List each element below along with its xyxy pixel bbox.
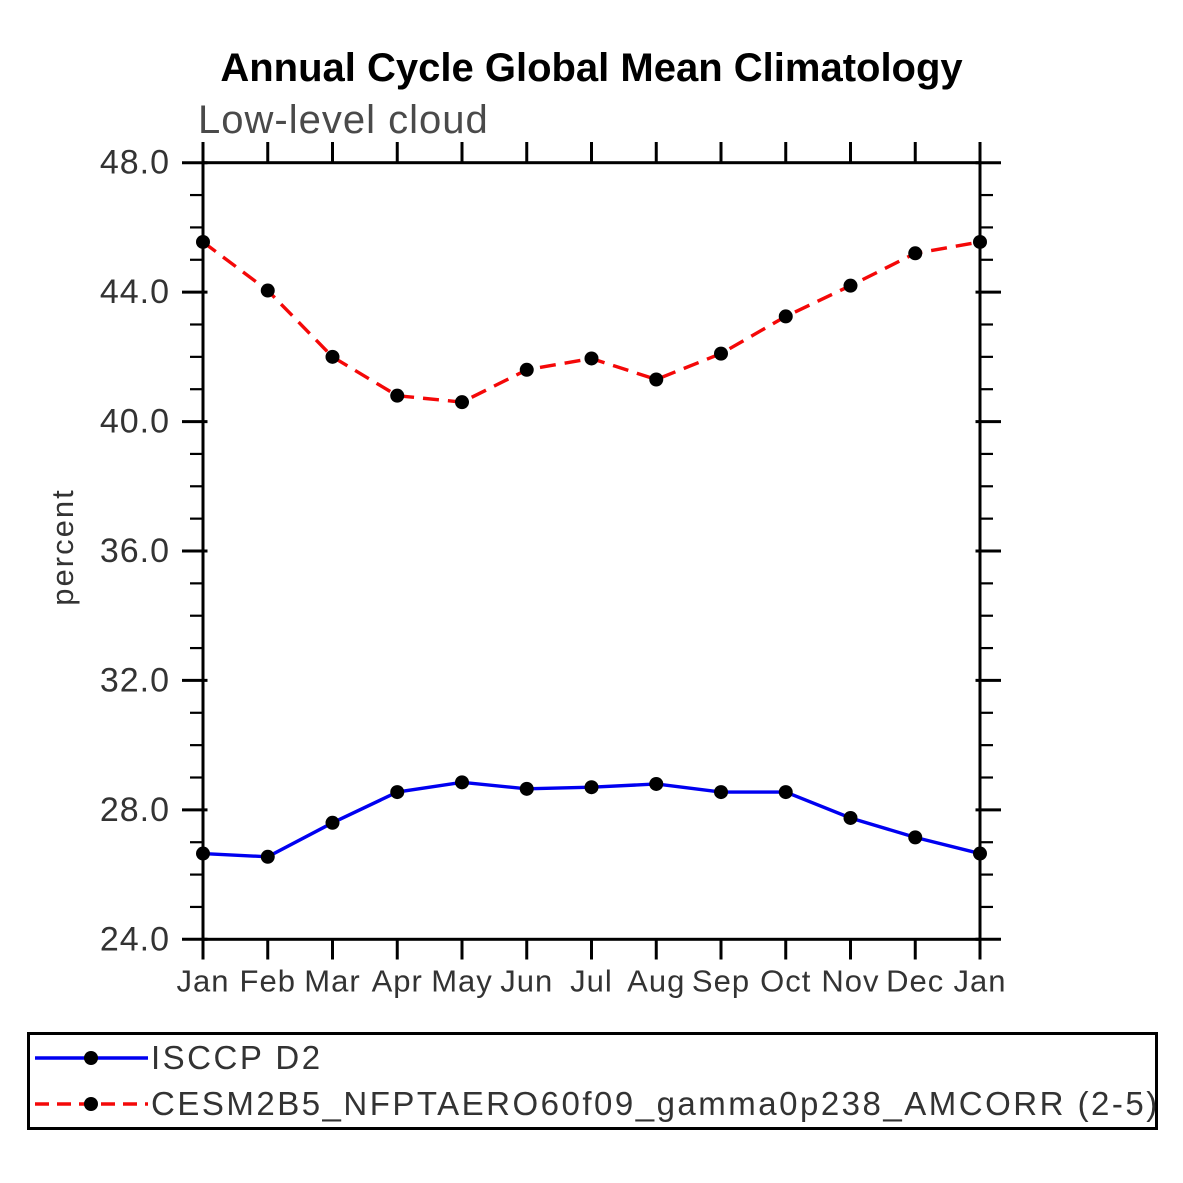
data-point-marker xyxy=(260,849,275,864)
x-tick-labels: Jan Feb Mar Apr May Jun Jul Aug Sep Oct Nov Dec Jan xyxy=(177,964,1007,999)
data-point-marker xyxy=(260,283,275,298)
y-tick-label: 36.0 xyxy=(100,532,170,570)
data-point-marker xyxy=(649,776,664,791)
legend-sample-dashed-line xyxy=(35,1095,149,1113)
legend-box: ISCCP D2 CESM2B5_NFPTAERO60f09_gamma0p23… xyxy=(27,1032,1158,1130)
y-tick-label: 40.0 xyxy=(100,403,170,441)
data-point-marker xyxy=(390,785,405,800)
data-point-marker xyxy=(908,246,923,261)
data-point-marker xyxy=(390,388,405,403)
data-point-marker xyxy=(778,309,793,324)
x-tick-label: Nov xyxy=(821,964,879,999)
data-point-marker xyxy=(325,349,340,364)
data-point-marker xyxy=(584,780,599,795)
plot-area: 24.0 28.0 32.0 36.0 40.0 44.0 48.0 Jan Feb Mar Apr… xyxy=(100,142,1007,999)
y-tick-label: 32.0 xyxy=(100,661,170,699)
series-line-cesm xyxy=(201,240,981,404)
series-markers-cesm xyxy=(196,234,987,410)
chart-subtitle: Low-level cloud xyxy=(198,98,489,142)
x-tick-label: Dec xyxy=(886,964,944,999)
x-tick-label: Jan xyxy=(177,964,230,999)
data-point-marker xyxy=(973,846,987,861)
x-tick-label: Feb xyxy=(240,964,296,999)
legend-label-cesm: CESM2B5_NFPTAERO60f09_gamma0p238_AMCORR … xyxy=(151,1085,1160,1122)
data-point-marker xyxy=(196,234,210,249)
data-point-marker xyxy=(196,846,210,861)
y-tick-label: 28.0 xyxy=(100,791,170,829)
data-point-marker xyxy=(714,346,728,361)
data-point-marker xyxy=(778,785,793,800)
data-point-marker xyxy=(843,278,858,293)
x-tick-label: Sep xyxy=(692,964,750,999)
x-axis-bottom-ticks xyxy=(201,939,982,960)
chart-title: Annual Cycle Global Mean Climatology xyxy=(220,46,963,90)
data-point-marker xyxy=(908,830,923,845)
plot-frame xyxy=(201,161,982,941)
data-point-marker xyxy=(519,362,534,377)
legend-sample-svg xyxy=(35,1097,148,1111)
y-tick-label: 48.0 xyxy=(100,144,170,182)
y-tick-label: 44.0 xyxy=(100,273,170,311)
y-tick-labels: 24.0 28.0 32.0 36.0 40.0 44.0 48.0 xyxy=(100,144,170,959)
x-tick-label: Jul xyxy=(570,964,613,999)
y-axis-ticks xyxy=(182,161,1001,941)
legend-label-isccp: ISCCP D2 xyxy=(151,1039,323,1076)
data-point-marker xyxy=(455,775,469,790)
y-tick-label: 24.0 xyxy=(100,920,170,958)
x-tick-label: Apr xyxy=(372,964,423,999)
data-point-marker xyxy=(455,395,469,410)
data-point-marker xyxy=(325,815,340,830)
x-tick-label: Jan xyxy=(954,964,1007,999)
data-point-marker xyxy=(714,785,728,800)
data-point-marker xyxy=(649,372,664,387)
x-tick-label: Jun xyxy=(500,964,553,999)
data-point-marker xyxy=(843,810,858,825)
series-markers-isccp xyxy=(196,775,987,864)
x-tick-label: Aug xyxy=(627,964,685,999)
x-tick-label: Mar xyxy=(304,964,360,999)
x-tick-label: Oct xyxy=(760,964,811,999)
x-tick-label: May xyxy=(431,964,493,999)
data-point-marker xyxy=(584,351,599,366)
data-point-marker xyxy=(519,781,534,796)
legend-sample-solid-line xyxy=(35,1049,149,1067)
data-point-marker xyxy=(973,234,987,249)
legend-sample-svg xyxy=(35,1051,148,1065)
x-axis-top-ticks xyxy=(201,142,982,163)
legend-row-cesm: CESM2B5_NFPTAERO60f09_gamma0p238_AMCORR … xyxy=(35,1084,1157,1124)
legend-row-isccp: ISCCP D2 xyxy=(35,1038,1155,1078)
